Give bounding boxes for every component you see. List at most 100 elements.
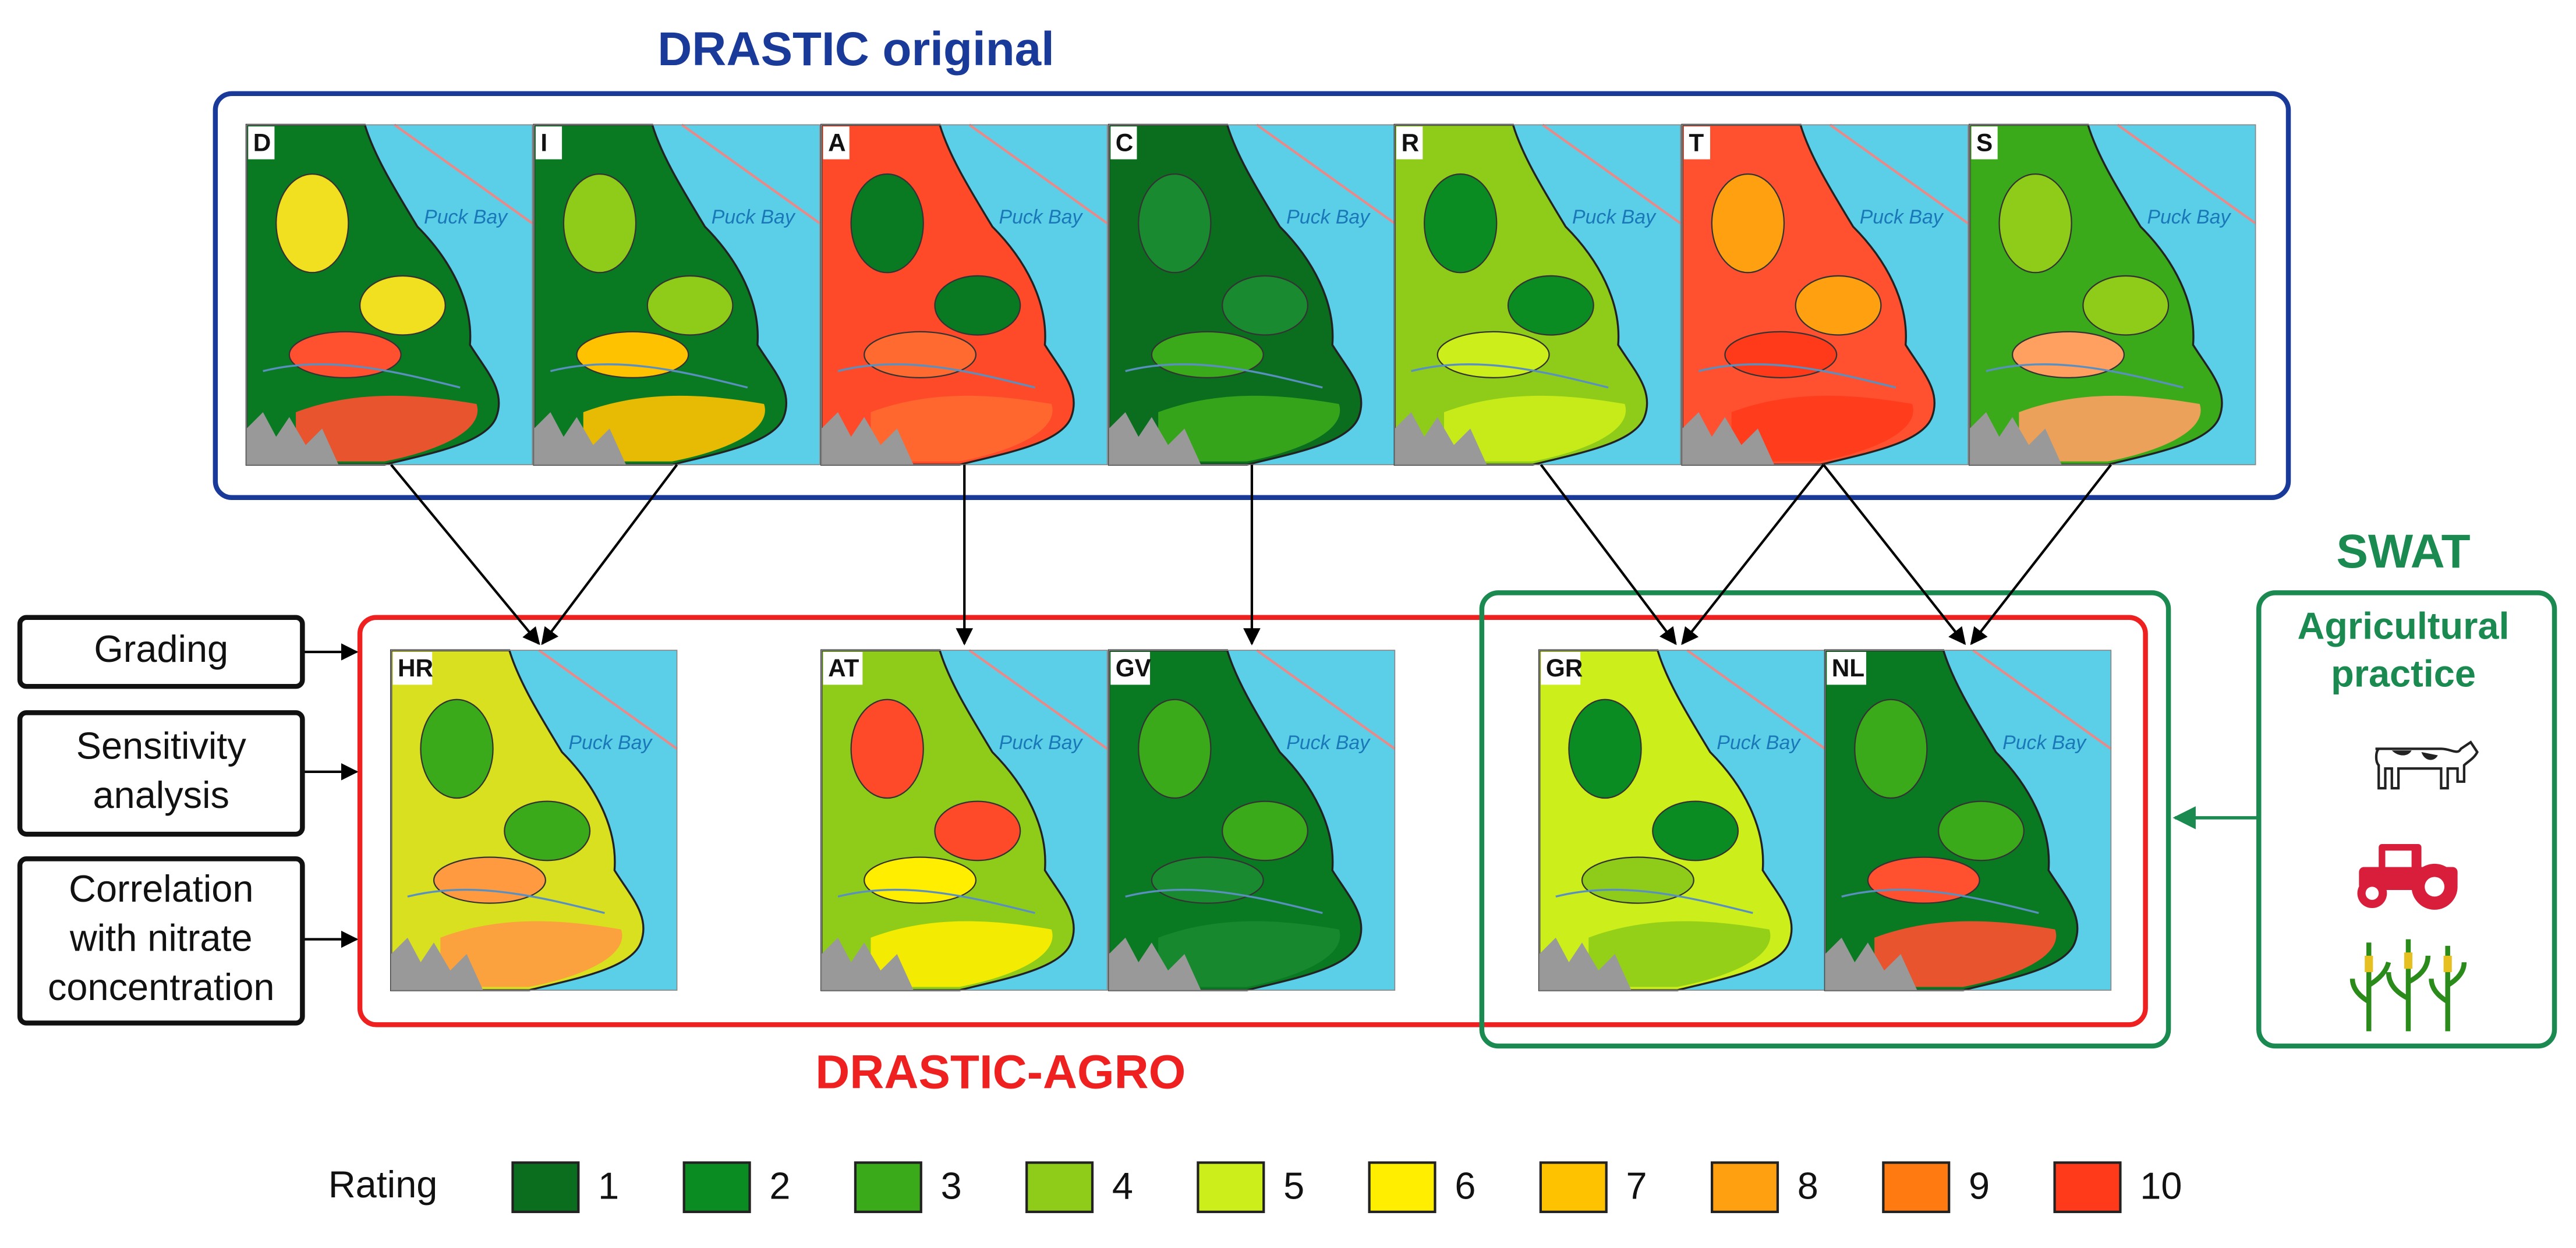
legend-swatch — [1025, 1161, 1094, 1214]
hills — [821, 937, 914, 991]
zone — [2082, 275, 2170, 336]
zone — [440, 921, 622, 987]
river — [1125, 888, 1323, 914]
zone — [359, 275, 446, 336]
map-panel: R Puck Bay — [1393, 123, 1682, 466]
zone — [1795, 275, 1882, 336]
zone — [1652, 800, 1739, 861]
input-text: Correlation — [69, 867, 253, 910]
label-box — [1827, 651, 1867, 685]
shore-line — [1256, 649, 1396, 750]
shore-line — [538, 649, 678, 750]
zone — [646, 275, 734, 336]
river — [550, 363, 748, 389]
map-panel: NL Puck Bay — [1824, 649, 2112, 991]
hills — [1539, 937, 1632, 991]
panel-label: C — [1116, 129, 1134, 156]
label-box — [1541, 651, 1581, 685]
place-label: Puck Bay — [2147, 206, 2231, 228]
zone — [1998, 173, 2072, 274]
zone — [1138, 173, 1212, 274]
panel-label: I — [540, 129, 547, 156]
legend-value: 9 — [1969, 1165, 1990, 1207]
hills — [391, 937, 483, 991]
panel-label: GR — [1546, 654, 1583, 682]
panel-label: NL — [1832, 654, 1864, 682]
river — [837, 888, 1035, 914]
legend-swatch — [1368, 1161, 1436, 1214]
shore-line — [1829, 123, 1969, 225]
panel-label: D — [253, 129, 271, 156]
zone — [1444, 395, 1626, 462]
legend-swatch — [682, 1161, 751, 1214]
input-text: analysis — [93, 774, 229, 816]
place-label: Puck Bay — [999, 206, 1083, 228]
swat-subtitle: practice — [2331, 652, 2476, 694]
zone — [1581, 856, 1694, 904]
input-text: Grading — [94, 627, 228, 670]
river — [1555, 888, 1753, 914]
panel-border — [820, 650, 1108, 991]
shore-line — [1256, 123, 1396, 225]
input-box — [17, 856, 305, 1026]
hills — [1109, 937, 1201, 991]
zone — [433, 856, 547, 904]
input-box — [17, 615, 305, 689]
zone — [1222, 800, 1308, 861]
label-box — [1683, 126, 1711, 159]
shore-line — [2117, 123, 2256, 225]
zone — [1158, 921, 1340, 987]
zone — [1711, 173, 1785, 274]
hills — [1395, 412, 1487, 465]
input-box — [17, 710, 305, 837]
zone — [420, 699, 494, 799]
swat-box — [2256, 590, 2557, 1049]
hills — [246, 412, 339, 465]
panel-border — [1108, 650, 1396, 991]
zone — [934, 800, 1021, 861]
zone — [562, 173, 637, 274]
legend-value: 5 — [1283, 1165, 1304, 1207]
legend-value: 10 — [2140, 1165, 2182, 1207]
hills — [1825, 937, 1917, 991]
panel-border — [1682, 124, 1969, 466]
shore-line — [1972, 649, 2112, 750]
legend-value: 2 — [769, 1165, 790, 1207]
input-text: with nitrate — [69, 917, 253, 959]
map-panel: S Puck Bay — [1969, 123, 2256, 466]
panel-border — [390, 650, 678, 991]
legend-swatch — [854, 1161, 922, 1214]
place-label: Puck Bay — [712, 206, 796, 228]
tractor-icon — [2357, 844, 2458, 910]
legend-value: 1 — [598, 1165, 619, 1207]
panel-label: R — [1402, 129, 1420, 156]
panel-border — [533, 124, 820, 466]
panel-label: GV — [1116, 654, 1151, 682]
zone — [1507, 275, 1594, 336]
zone — [576, 331, 689, 378]
panel-border — [1394, 124, 1682, 466]
zone — [871, 395, 1053, 462]
zone — [1138, 699, 1212, 799]
place-label: Puck Bay — [999, 732, 1083, 754]
shore-line — [1686, 649, 1826, 750]
river — [1841, 888, 2039, 914]
cow-icon — [2375, 740, 2479, 790]
zone — [288, 331, 402, 378]
label-box — [823, 126, 850, 159]
river — [1125, 363, 1323, 389]
shore-line — [968, 123, 1108, 225]
river — [1698, 363, 1896, 389]
zone — [871, 921, 1053, 987]
legend-value: 7 — [1626, 1165, 1647, 1207]
swat-subtitle: Agricultural — [2297, 605, 2509, 647]
zone — [275, 173, 349, 274]
river — [407, 888, 605, 914]
river — [263, 363, 461, 389]
zone — [1874, 921, 2057, 987]
swat-title: SWAT — [2336, 525, 2470, 578]
zone — [934, 275, 1021, 336]
zone — [850, 699, 924, 799]
river — [1986, 363, 2184, 389]
